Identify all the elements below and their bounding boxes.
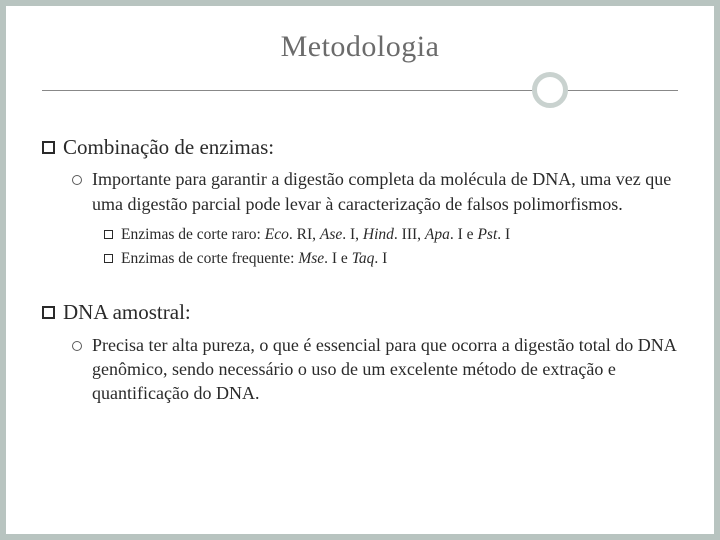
- sub1-prefix: Enzimas de corte raro:: [121, 226, 265, 243]
- sub-text: Enzimas de corte frequente: Mse. I e Taq…: [121, 248, 387, 270]
- title-block: Metodologia: [42, 30, 678, 110]
- section2-body: Precisa ter alta pureza, o que é essenci…: [72, 333, 678, 406]
- title-divider: [42, 70, 678, 110]
- section1-sub2: Enzimas de corte frequente: Mse. I e Taq…: [104, 248, 678, 270]
- heading-text: DNA amostral:: [63, 299, 191, 326]
- body-text: Precisa ter alta pureza, o que é essenci…: [92, 333, 678, 406]
- section1-sub1: Enzimas de corte raro: Eco. RI, Ase. I, …: [104, 224, 678, 246]
- enzyme-suffix: . I: [374, 250, 387, 267]
- section1-body: Importante para garantir a digestão comp…: [72, 167, 678, 216]
- square-bullet-icon: [42, 141, 55, 154]
- enzyme-suffix: . III,: [394, 226, 425, 243]
- content-area: Combinação de enzimas: Importante para g…: [42, 134, 678, 405]
- circle-bullet-icon: [72, 175, 82, 185]
- enzyme-suffix: . I e: [450, 226, 478, 243]
- small-square-bullet-icon: [104, 254, 113, 263]
- divider-circle-icon: [532, 72, 568, 108]
- enzyme-name: Hind: [363, 226, 394, 243]
- divider-line: [42, 90, 678, 91]
- sub2-prefix: Enzimas de corte frequente:: [121, 250, 298, 267]
- enzyme-name: Taq: [352, 250, 375, 267]
- slide-title: Metodologia: [42, 30, 678, 64]
- section-heading-1: Combinação de enzimas:: [42, 134, 678, 161]
- enzyme-name: Eco: [265, 226, 289, 243]
- enzyme-name: Pst: [477, 226, 497, 243]
- enzyme-suffix: . RI,: [289, 226, 320, 243]
- enzyme-suffix: . I: [497, 226, 510, 243]
- enzyme-name: Ase: [320, 226, 342, 243]
- enzyme-suffix: . I e: [324, 250, 352, 267]
- enzyme-name: Mse: [298, 250, 324, 267]
- circle-bullet-icon: [72, 341, 82, 351]
- spacer: [42, 271, 678, 293]
- square-bullet-icon: [42, 306, 55, 319]
- slide: Metodologia Combinação de enzimas: Impor…: [6, 6, 714, 534]
- sub-text: Enzimas de corte raro: Eco. RI, Ase. I, …: [121, 224, 510, 246]
- section-heading-2: DNA amostral:: [42, 299, 678, 326]
- small-square-bullet-icon: [104, 230, 113, 239]
- enzyme-suffix: . I,: [342, 226, 363, 243]
- heading-text: Combinação de enzimas:: [63, 134, 274, 161]
- enzyme-name: Apa: [425, 226, 450, 243]
- body-text: Importante para garantir a digestão comp…: [92, 167, 678, 216]
